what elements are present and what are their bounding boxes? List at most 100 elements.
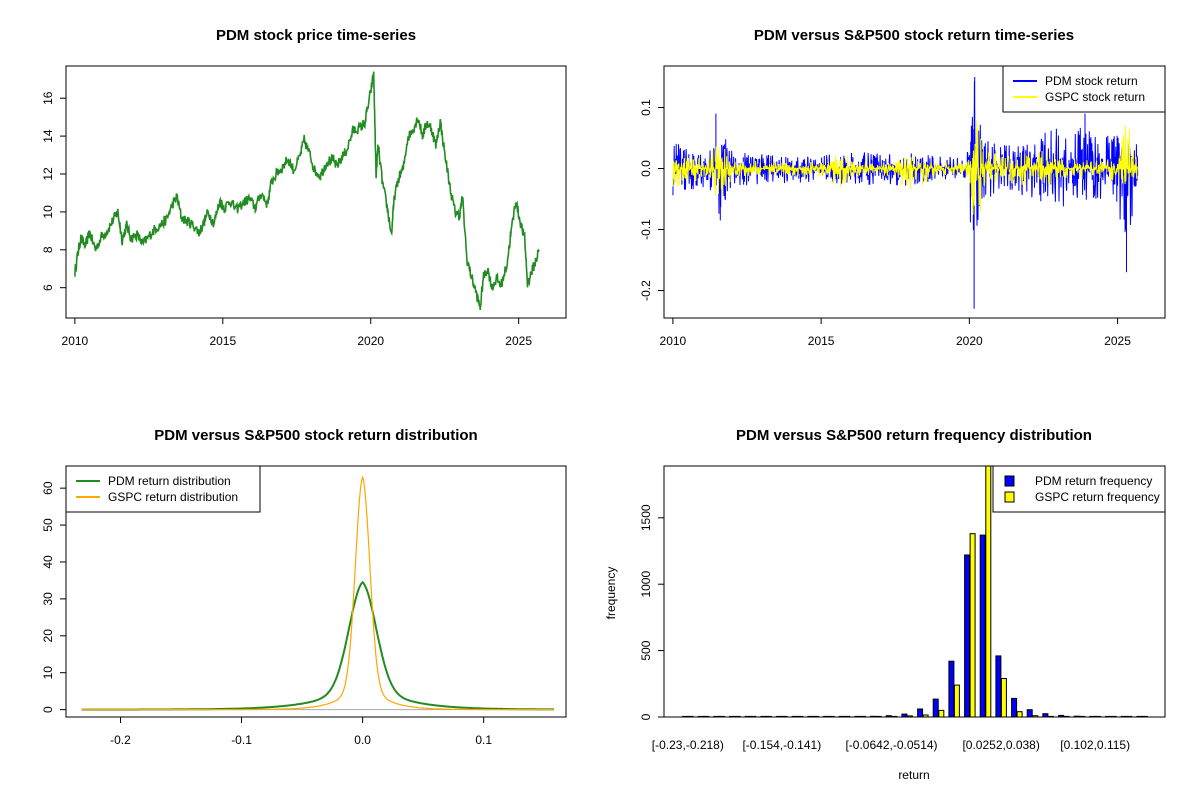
gspc-frequency-bar [797, 715, 804, 718]
gspc-frequency-bar [859, 715, 866, 718]
y-tick-label: 500 [639, 640, 653, 660]
gspc-frequency-bar [875, 715, 882, 718]
pdm-frequency-bar [1136, 715, 1143, 718]
legend-box [1002, 65, 1166, 113]
x-tick-label: 0.1 [475, 733, 492, 747]
pdm-frequency-bar [729, 715, 736, 718]
legend-label: GSPC stock return [1045, 90, 1145, 104]
x-tick-label: -0.1 [231, 733, 252, 747]
pdm-frequency-bar [713, 715, 720, 718]
returns-plot-area: 2010 2015 2020 2025 -0.2 -0.1 0.0 0.1 PDM stock … [639, 65, 1166, 348]
y-tick-label: -0.2 [639, 280, 653, 301]
gspc-frequency-bar [828, 715, 835, 718]
gspc-frequency-bar [1110, 715, 1117, 718]
gspc-frequency-bar [969, 533, 976, 718]
gspc-density-line [81, 475, 554, 711]
pdm-frequency-bar [1105, 715, 1112, 718]
histogram-x-axis-label: return [898, 768, 929, 782]
y-tick-label: 8 [41, 246, 55, 253]
gspc-frequency-bar [938, 709, 945, 718]
y-tick-label: 10 [41, 205, 55, 219]
gspc-frequency-bar [1047, 715, 1054, 718]
legend-box [992, 465, 1166, 513]
x-tick-label: 2010 [660, 334, 687, 348]
y-tick-label: 10 [41, 666, 55, 680]
y-tick-label: 6 [41, 284, 55, 291]
gspc-frequency-bar [1094, 715, 1101, 718]
y-tick-label: 1000 [639, 571, 653, 598]
x-tick-label: [-0.0642,-0.0514) [845, 738, 937, 752]
pdm-frequency-bar [948, 660, 955, 718]
gspc-frequency-bar [765, 715, 772, 718]
pdm-frequency-bar [791, 715, 798, 718]
gspc-frequency-bar [718, 715, 725, 718]
pdm-frequency-bar [776, 715, 783, 718]
x-tick-label: 2025 [505, 334, 532, 348]
x-tick-label: [-0.23,-0.218) [652, 738, 724, 752]
pdm-frequency-bar [917, 708, 924, 718]
pdm-frequency-bar [854, 715, 861, 718]
plot-frame [65, 65, 567, 319]
x-tick-label: [-0.154,-0.141) [742, 738, 821, 752]
gspc-frequency-bar [891, 715, 898, 718]
x-tick-label: 0.0 [354, 733, 371, 747]
returns-chart: PDM versus S&P500 stock return time-seri… [639, 27, 1166, 348]
x-tick-label: 2015 [808, 334, 835, 348]
pdm-frequency-bar [1089, 715, 1096, 718]
x-tick-label: 2015 [209, 334, 236, 348]
price-chart: PDM stock price time-series 2010 2015 2020… [41, 27, 567, 348]
gspc-frequency-bar [781, 715, 788, 718]
histogram-y-axis-label: frequency [604, 567, 618, 620]
gspc-frequency-bar [985, 465, 992, 718]
pdm-frequency-bar [760, 715, 767, 718]
legend-label: PDM return distribution [108, 474, 231, 488]
y-tick-label: 20 [41, 629, 55, 643]
x-tick-label: 2020 [357, 334, 384, 348]
gspc-frequency-bar [1079, 715, 1086, 718]
pdm-frequency-bar [1026, 709, 1033, 718]
histogram-chart: PDM versus S&P500 return frequency distr… [604, 427, 1166, 782]
price-plot-area: 2010 2015 2020 2025 6 8 10 12 14 16 [41, 65, 567, 348]
legend-box [65, 465, 261, 513]
y-tick-label: 1500 [639, 504, 653, 531]
y-tick-label: 0.0 [639, 160, 653, 177]
density-plot-area: -0.2 -0.1 0.0 0.1 0 10 20 30 40 50 60 PDM return di… [41, 465, 567, 747]
gspc-frequency-bar [844, 715, 851, 718]
legend-label: GSPC return distribution [108, 490, 238, 504]
gspc-frequency-bar [1016, 711, 1023, 718]
y-tick-label: 0 [639, 713, 653, 720]
price-series-line [74, 71, 540, 310]
pdm-frequency-bar [697, 715, 704, 718]
plot-frame [663, 65, 1166, 319]
y-tick-label: 12 [41, 167, 55, 181]
pdm-frequency-bar [682, 715, 689, 718]
pdm-frequency-bar [1042, 713, 1049, 718]
density-chart-title: PDM versus S&P500 stock return distribut… [154, 427, 477, 444]
histogram-chart-title: PDM versus S&P500 return frequency distr… [736, 427, 1092, 444]
gspc-frequency-bar [687, 715, 694, 718]
gspc-frequency-bar [703, 715, 710, 718]
plot-frame [663, 465, 1166, 718]
y-tick-label: 16 [41, 91, 55, 105]
gspc-frequency-bar [734, 715, 741, 718]
pdm-frequency-bar [823, 715, 830, 718]
gspc-frequency-bar [1063, 715, 1070, 718]
legend-label: PDM stock return [1045, 74, 1138, 88]
pdm-frequency-bar [1073, 715, 1080, 718]
x-tick-label: [0.0252,0.038) [962, 738, 1039, 752]
returns-chart-title: PDM versus S&P500 stock return time-seri… [754, 27, 1074, 44]
pdm-frequency-bar [1011, 697, 1018, 718]
price-chart-title: PDM stock price time-series [216, 27, 416, 44]
y-tick-label: 0 [41, 706, 55, 713]
y-tick-label: 60 [41, 481, 55, 495]
pdm-frequency-bar [807, 715, 814, 718]
y-tick-label: -0.1 [639, 219, 653, 240]
gspc-frequency-bar [906, 715, 913, 718]
gspc-frequency-bar [1126, 715, 1133, 718]
x-tick-label: 2020 [956, 334, 983, 348]
pdm-frequency-bar [870, 715, 877, 718]
gspc-frequency-bar [953, 684, 960, 718]
pdm-frequency-bar [885, 715, 892, 718]
gspc-frequency-bar [812, 715, 819, 718]
